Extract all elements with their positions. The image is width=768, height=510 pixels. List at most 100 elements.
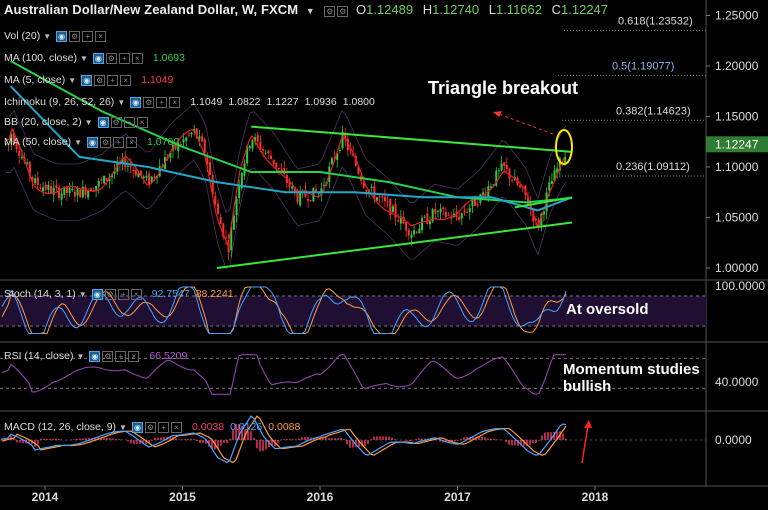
chevron-down-icon[interactable]: ▼ (76, 352, 85, 361)
candle-body (87, 190, 90, 198)
y-tick-label: 1.00000 (715, 261, 759, 275)
chevron-down-icon[interactable]: ▼ (43, 32, 52, 41)
eye-icon[interactable]: ◉ (91, 288, 103, 300)
candle-body (97, 180, 100, 187)
eye-icon[interactable]: ◉ (97, 116, 109, 128)
candle-body (436, 210, 439, 212)
chevron-down-icon[interactable]: ▼ (119, 423, 127, 432)
candle-body (553, 170, 556, 182)
candle-body (264, 152, 267, 154)
candle-body (134, 169, 137, 176)
close-icon[interactable]: × (128, 350, 140, 362)
candle-body (275, 162, 278, 168)
candle-body (103, 175, 106, 184)
close-icon[interactable]: × (126, 136, 138, 148)
chevron-down-icon[interactable]: ▼ (74, 138, 83, 147)
add-icon[interactable]: + (156, 96, 168, 108)
chevron-down-icon[interactable]: ▼ (117, 98, 126, 107)
indicator-row[interactable]: MA (5, close) ▼ ◉ ⚙ + × 1.1049 (4, 74, 173, 86)
candle-body (113, 171, 116, 174)
candle-body (535, 219, 537, 221)
candle-body (542, 211, 545, 215)
candle-body (126, 165, 129, 167)
eye-icon[interactable]: ◉ (130, 96, 142, 108)
gear-icon[interactable]: ⚙ (337, 6, 349, 18)
candle-body (354, 155, 357, 166)
close-icon[interactable]: × (136, 116, 148, 128)
eye-icon[interactable]: ◉ (87, 136, 99, 148)
stoch-y-tick: 100.0000 (715, 279, 765, 293)
candle-body (431, 209, 434, 222)
candle-body (399, 216, 402, 224)
chevron-down-icon[interactable]: ▼ (84, 118, 93, 127)
eye-icon[interactable]: ◉ (81, 74, 93, 86)
settings-icon[interactable]: ⚙ (69, 30, 81, 42)
settings-icon[interactable]: ⚙ (143, 96, 155, 108)
candle-body (187, 134, 190, 136)
close-icon[interactable]: × (130, 288, 142, 300)
settings-icon[interactable]: ⚙ (104, 288, 116, 300)
settings-icon[interactable]: ⚙ (144, 421, 156, 433)
indicator-row[interactable]: MA (50, close) ▼ ◉ ⚙ + × 1.0700 (4, 136, 179, 148)
eye-icon[interactable]: ◉ (131, 421, 143, 433)
candle-body (235, 198, 238, 215)
eye-icon[interactable]: ◉ (92, 52, 104, 64)
add-icon[interactable]: + (157, 421, 169, 433)
candle-body (42, 187, 45, 192)
close-icon[interactable]: × (120, 74, 132, 86)
chevron-down-icon[interactable]: ▼ (68, 76, 77, 85)
add-icon[interactable]: + (115, 350, 127, 362)
indicator-row[interactable]: MA (100, close) ▼ ◉ ⚙ + × 1.0693 (4, 52, 185, 64)
candle-body (182, 139, 185, 143)
add-icon[interactable]: + (117, 288, 129, 300)
candle-body (439, 208, 442, 213)
candle-body (190, 133, 193, 135)
candle-body (116, 163, 119, 172)
add-icon[interactable]: + (118, 52, 130, 64)
close-icon[interactable]: × (95, 30, 107, 42)
candle-body (283, 168, 286, 174)
candle-body (209, 162, 212, 175)
eye-icon[interactable]: ◉ (89, 350, 101, 362)
candle-body (58, 187, 60, 199)
settings-icon[interactable]: ⚙ (94, 74, 106, 86)
settings-icon[interactable]: ⚙ (324, 6, 336, 18)
candle-body (558, 158, 561, 171)
eye-icon[interactable]: ◉ (56, 30, 68, 42)
candle-body (84, 186, 87, 195)
candle-body (148, 173, 151, 185)
candle-body (256, 134, 259, 142)
chevron-down-icon[interactable]: ▼ (78, 290, 87, 299)
add-icon[interactable]: + (107, 74, 119, 86)
settings-icon[interactable]: ⚙ (105, 52, 117, 64)
macd-line (1, 415, 567, 464)
add-icon[interactable]: + (82, 30, 94, 42)
add-icon[interactable]: + (113, 136, 125, 148)
candle-body (450, 216, 453, 219)
indicator-row[interactable]: Ichimoku (9, 26, 52, 26) ▼ ◉ ⚙ + × 1.1049 1.082… (4, 96, 375, 108)
settings-icon[interactable]: ⚙ (110, 116, 122, 128)
high-value: 1.12740 (432, 2, 480, 17)
chevron-down-icon[interactable]: ▼ (79, 54, 88, 63)
candle-body (227, 240, 230, 253)
settings-icon[interactable]: ⚙ (102, 350, 114, 362)
rsi-panel-header[interactable]: RSI (14, close) ▼ ◉ ⚙ + × 66.5209 (4, 350, 187, 362)
close-icon[interactable]: × (169, 96, 181, 108)
indicator-value: 1.1227 (266, 96, 299, 108)
indicator-row[interactable]: BB (20, close, 2) ▼ ◉ ⚙ + × (4, 116, 152, 128)
candle-body (15, 143, 18, 149)
close-icon[interactable]: × (170, 421, 182, 433)
candle-body (31, 176, 34, 182)
close-value: 1.12247 (561, 2, 609, 17)
add-icon[interactable]: + (123, 116, 135, 128)
macd-panel-header[interactable]: MACD (12, 26, close, 9) ▼ ◉ ⚙ + × 0.0038 0.0126… (4, 421, 300, 433)
candle-body (418, 228, 421, 234)
title-dropdown-icon[interactable]: ▼ (305, 6, 315, 16)
indicator-row[interactable]: Vol (20) ▼ ◉ ⚙ + × (4, 30, 110, 42)
candle-body (503, 162, 506, 167)
candle-body (376, 197, 378, 201)
stoch-panel-header[interactable]: Stoch (14, 3, 1) ▼ ◉ ⚙ + × 92.7547 88.2241 (4, 288, 234, 300)
close-icon[interactable]: × (131, 52, 143, 64)
settings-icon[interactable]: ⚙ (100, 136, 112, 148)
